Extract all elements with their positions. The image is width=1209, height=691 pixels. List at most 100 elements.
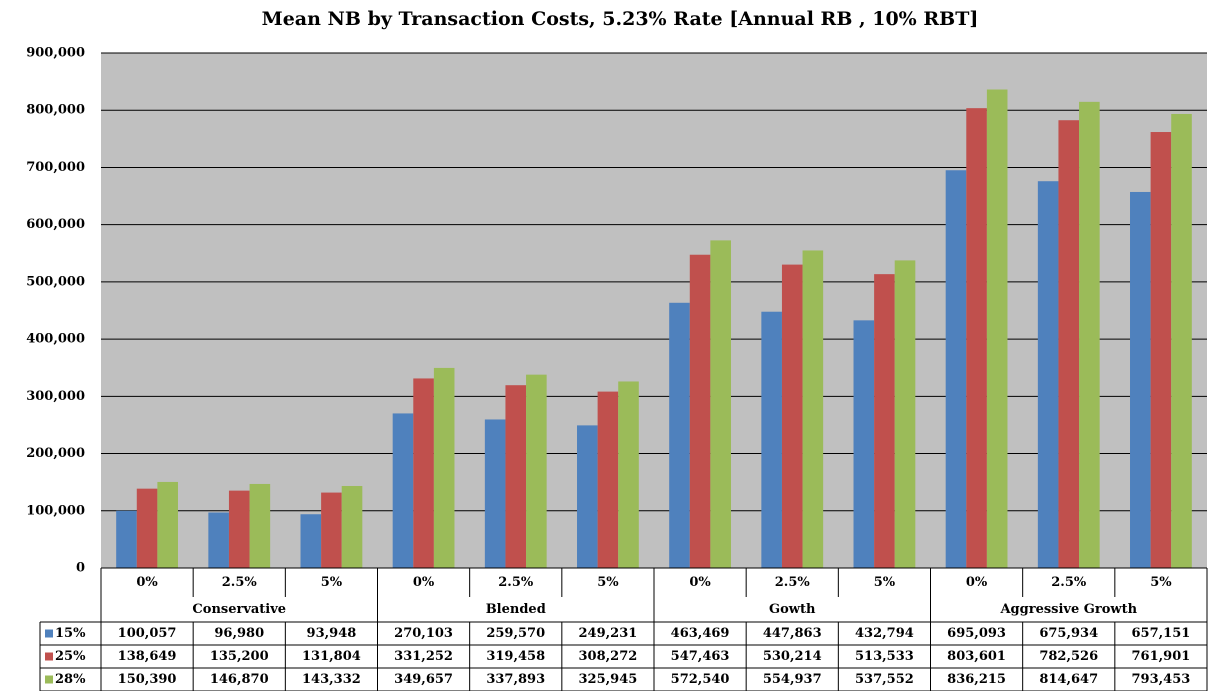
table-value: 308,272 <box>579 649 638 664</box>
table-value: 331,252 <box>394 649 453 664</box>
bar <box>484 419 506 568</box>
bar <box>249 483 271 568</box>
y-tick-label: 500,000 <box>26 274 85 289</box>
bar <box>618 381 639 568</box>
y-tick-label: 600,000 <box>26 217 85 232</box>
y-tick-label: 700,000 <box>26 160 85 175</box>
bar <box>689 254 711 569</box>
bar <box>526 374 547 568</box>
bar <box>894 260 916 568</box>
bar <box>874 274 895 568</box>
table-value: 513,533 <box>855 649 914 664</box>
y-tick-label: 0 <box>76 561 85 576</box>
bar <box>1058 120 1080 569</box>
table-value: 270,103 <box>394 626 453 641</box>
bar <box>321 492 342 568</box>
table-value: 259,570 <box>486 626 545 641</box>
bar <box>208 512 229 568</box>
legend-label: 28% <box>55 672 86 687</box>
table-value: 537,552 <box>855 672 914 687</box>
y-tick-label: 200,000 <box>26 446 85 461</box>
group-label: Conservative <box>192 602 286 617</box>
table-value: 96,980 <box>214 626 264 641</box>
table-value: 657,151 <box>1132 626 1191 641</box>
table-value: 131,804 <box>302 649 361 664</box>
bar <box>1171 113 1192 568</box>
legend-swatch <box>45 675 53 684</box>
table-value: 325,945 <box>579 672 638 687</box>
legend-label: 15% <box>55 626 86 641</box>
table-value: 836,215 <box>947 672 1006 687</box>
table-value: 150,390 <box>118 672 177 687</box>
table-value: 814,647 <box>1039 672 1098 687</box>
y-tick-label: 100,000 <box>26 503 85 518</box>
table-value: 695,093 <box>947 626 1006 641</box>
table-value: 135,200 <box>210 649 269 664</box>
group-label: Aggressive Growth <box>999 602 1137 617</box>
bar <box>710 240 731 568</box>
bar <box>300 514 322 568</box>
table-value: 554,937 <box>763 672 822 687</box>
category-label: 0% <box>136 575 158 590</box>
y-tick-label: 800,000 <box>26 103 85 118</box>
bar <box>966 108 987 568</box>
category-label: 5% <box>1150 575 1172 590</box>
category-label: 5% <box>874 575 896 590</box>
table-value: 319,458 <box>486 649 545 664</box>
category-label: 5% <box>321 575 343 590</box>
bar <box>433 367 455 568</box>
bar <box>157 481 178 568</box>
table-value: 146,870 <box>210 672 269 687</box>
table-value: 675,934 <box>1039 626 1098 641</box>
table-value: 547,463 <box>671 649 730 664</box>
table-value: 432,794 <box>855 626 914 641</box>
bar <box>669 302 690 568</box>
bar <box>597 391 619 568</box>
category-label: 2.5% <box>775 575 811 590</box>
bar <box>341 485 363 568</box>
legend-swatch <box>45 629 53 638</box>
bar <box>945 170 967 569</box>
bar <box>1150 132 1172 568</box>
category-label: 5% <box>597 575 619 590</box>
bar <box>986 89 1008 568</box>
table-value: 761,901 <box>1132 649 1191 664</box>
bar <box>392 413 414 568</box>
group-label: Blended <box>486 602 546 617</box>
bar <box>1079 101 1100 568</box>
bar <box>1037 181 1059 568</box>
table-value: 138,649 <box>118 649 177 664</box>
category-label: 2.5% <box>498 575 534 590</box>
table-value: 793,453 <box>1132 672 1191 687</box>
bar <box>228 490 250 568</box>
bar <box>413 378 434 568</box>
bar <box>781 264 803 568</box>
plot-area <box>101 53 1207 568</box>
bar <box>505 385 527 568</box>
group-label: Gowth <box>769 602 816 617</box>
bar <box>136 488 158 568</box>
legend-swatch <box>45 652 53 661</box>
bar <box>853 320 875 568</box>
table-value: 249,231 <box>579 626 638 641</box>
table-value: 782,526 <box>1039 649 1098 664</box>
category-label: 0% <box>689 575 711 590</box>
table-value: 530,214 <box>763 649 822 664</box>
bar <box>761 311 782 568</box>
table-value: 463,469 <box>671 626 730 641</box>
table-value: 143,332 <box>302 672 361 687</box>
y-tick-label: 400,000 <box>26 332 85 347</box>
bar <box>1130 191 1151 568</box>
legend-label: 25% <box>55 649 86 664</box>
table-value: 100,057 <box>118 626 177 641</box>
y-tick-label: 900,000 <box>26 46 85 61</box>
y-tick-label: 300,000 <box>26 389 85 404</box>
table-value: 93,948 <box>307 626 357 641</box>
category-label: 2.5% <box>1051 575 1087 590</box>
category-label: 0% <box>413 575 435 590</box>
bar <box>116 510 137 568</box>
chart-title: Mean NB by Transaction Costs, 5.23% Rate… <box>262 8 979 30</box>
table-value: 349,657 <box>394 672 453 687</box>
category-label: 0% <box>966 575 988 590</box>
